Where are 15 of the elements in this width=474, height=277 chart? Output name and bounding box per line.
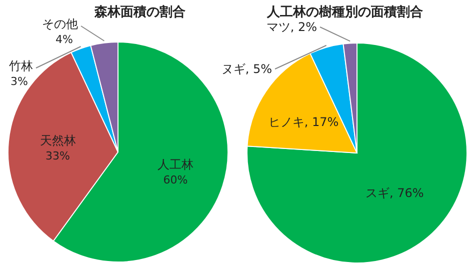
slice-label: 天然林 bbox=[40, 133, 76, 148]
data-label: 33% bbox=[46, 149, 70, 162]
chart-title: 森林面積の割合 bbox=[94, 4, 186, 20]
slice-label: その他 bbox=[42, 17, 78, 31]
data-label: 3% bbox=[10, 75, 28, 88]
slice-label: 人工林 bbox=[158, 158, 194, 172]
pie-slice bbox=[246, 42, 468, 264]
data-label: 60% bbox=[163, 174, 188, 187]
slice-label: スギ, 76% bbox=[365, 186, 424, 200]
slice-label: ヌギ, 5% bbox=[221, 62, 272, 76]
slice-label: 竹林 bbox=[9, 59, 33, 73]
slice-label: マツ, 2% bbox=[266, 20, 317, 34]
chart-title: 人工林の樹種別の面積割合 bbox=[266, 4, 423, 20]
data-label: 4% bbox=[56, 33, 73, 46]
slice-label: ヒノキ, 17% bbox=[268, 115, 339, 130]
